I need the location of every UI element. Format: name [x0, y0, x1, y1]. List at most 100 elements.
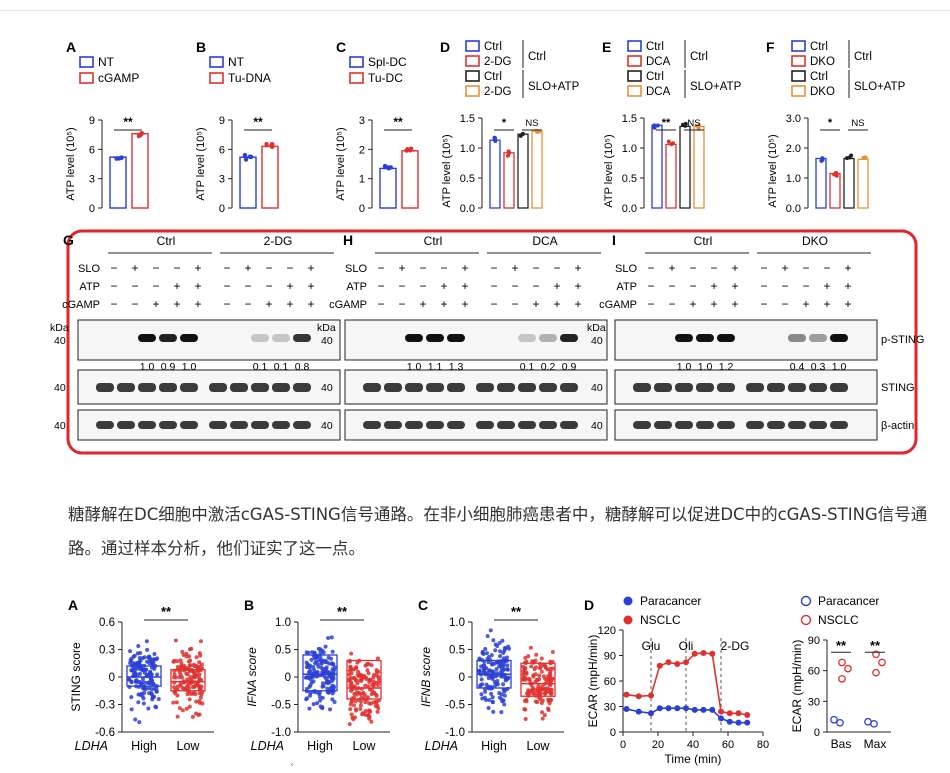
data-point: [171, 700, 176, 705]
data-point: [861, 156, 866, 161]
data-point: [140, 694, 145, 699]
data-point: [140, 666, 145, 671]
box: [520, 662, 556, 697]
data-point: [194, 655, 199, 660]
data-point: [351, 667, 356, 672]
data-point: [178, 683, 183, 688]
data-point: [321, 684, 326, 689]
sting-band: [138, 383, 156, 392]
data-point: [538, 687, 543, 692]
legend-label: Ctrl: [484, 41, 502, 53]
data-point: [523, 655, 528, 660]
blot-sign: −: [265, 279, 272, 293]
data-point: [356, 686, 361, 691]
data-point: [192, 680, 197, 685]
data-point: [744, 719, 751, 726]
data-point: [319, 665, 324, 670]
blot-row-label: SLO: [615, 263, 637, 275]
data-point: [304, 689, 309, 694]
data-point: [505, 686, 510, 691]
data-point: [376, 674, 381, 679]
data-point: [324, 669, 329, 674]
data-point: [327, 688, 332, 693]
data-point: [652, 123, 657, 128]
data-point: [534, 128, 539, 133]
actin-band: [426, 421, 444, 429]
data-point: [151, 681, 156, 686]
data-point: [175, 667, 180, 672]
data-point: [355, 673, 360, 678]
data-point: [367, 708, 372, 713]
data-point: [312, 651, 317, 656]
data-point: [347, 678, 352, 683]
data-point: [191, 674, 196, 679]
box: [170, 669, 206, 692]
blot-sign: −: [265, 261, 272, 275]
data-point: [185, 677, 190, 682]
y-tick-label: 9: [219, 115, 225, 127]
y-tick-label: -0.5: [271, 700, 291, 712]
data-point: [351, 675, 356, 680]
data-point: [145, 659, 150, 664]
data-point: [368, 701, 373, 706]
y-tick-label: 0.3: [99, 645, 115, 657]
data-point: [350, 696, 355, 701]
data-point: [132, 653, 137, 658]
data-point: [332, 699, 337, 704]
data-point: [530, 686, 535, 691]
data-point: [154, 689, 159, 694]
data-point: [493, 683, 498, 688]
blot-sign: −: [110, 297, 117, 311]
data-point: [149, 675, 154, 680]
data-point: [540, 710, 545, 715]
data-point: [545, 686, 550, 691]
data-point: [501, 674, 506, 679]
data-point: [128, 649, 133, 654]
y-tick-label: -0.5: [445, 700, 465, 712]
data-point: [479, 664, 484, 669]
band-quant: 1.3: [449, 361, 464, 373]
legend-swatch: [465, 70, 480, 82]
data-point: [487, 698, 492, 703]
legend-label: DCA: [646, 56, 671, 68]
panel-letter-h: H: [343, 232, 353, 248]
pSTING-band: [518, 334, 536, 342]
pSTING-band: [675, 334, 693, 342]
data-point: [142, 683, 147, 688]
pSTING-band: [830, 334, 848, 342]
data-point: [376, 706, 381, 711]
data-point: [314, 690, 319, 695]
data-point: [494, 681, 499, 686]
sig-label: **: [161, 604, 172, 619]
blot-sign: +: [461, 279, 468, 293]
sig-label: **: [337, 604, 348, 619]
data-point: [197, 651, 202, 656]
data-point: [547, 687, 552, 692]
blot-row-label: cGAMP: [599, 299, 637, 311]
mw-marker: 40: [321, 420, 333, 432]
data-point: [371, 681, 376, 686]
data-point: [307, 706, 312, 711]
y-axis-label: ECAR (mpH/min): [790, 640, 804, 733]
data-point: [138, 667, 143, 672]
data-point: [545, 667, 550, 672]
data-point: [354, 666, 359, 671]
sig-label: **: [662, 117, 671, 129]
legend-swatch: [349, 56, 364, 68]
data-point: [484, 671, 489, 676]
data-point: [524, 670, 529, 675]
data-point: [323, 644, 328, 649]
actin-band: [560, 421, 578, 429]
data-point: [134, 684, 139, 689]
data-point: [358, 706, 363, 711]
panel-letter-a: A: [66, 39, 76, 55]
data-point: [483, 686, 488, 691]
data-point: [374, 669, 379, 674]
y-tick-label: 0.5: [622, 173, 637, 185]
data-point: [321, 666, 326, 671]
data-point: [139, 681, 144, 686]
panel-letter-b: B: [244, 597, 254, 613]
data-point: [523, 717, 528, 722]
data-point: [367, 678, 372, 683]
data-point: [524, 659, 529, 664]
